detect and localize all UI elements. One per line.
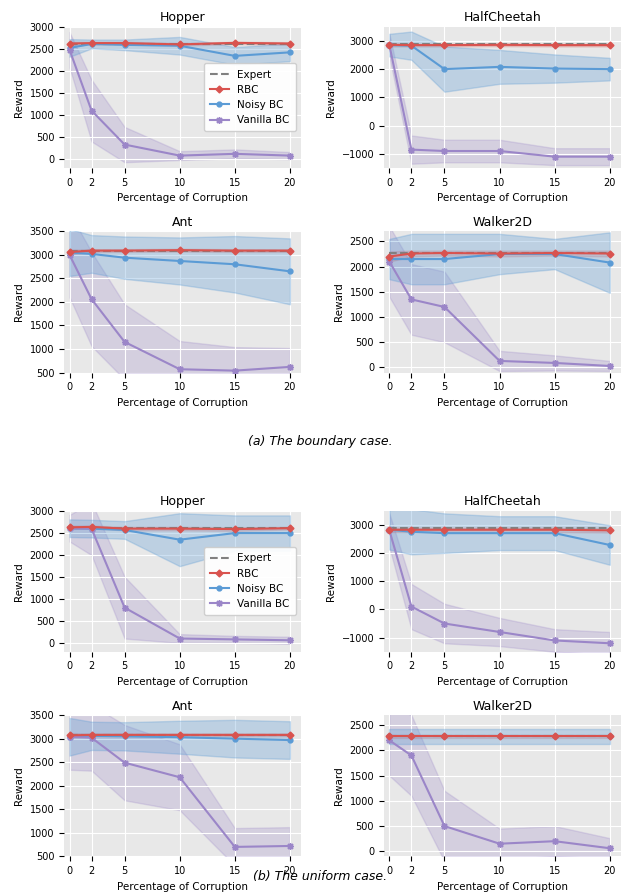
Legend: Expert, RBC, Noisy BC, Vanilla BC: Expert, RBC, Noisy BC, Vanilla BC <box>204 547 296 615</box>
X-axis label: Percentage of Corruption: Percentage of Corruption <box>117 194 248 203</box>
Text: (b) The uniform case.: (b) The uniform case. <box>253 870 387 883</box>
Title: Hopper: Hopper <box>159 12 205 24</box>
Y-axis label: Reward: Reward <box>14 766 24 805</box>
X-axis label: Percentage of Corruption: Percentage of Corruption <box>437 398 568 408</box>
Y-axis label: Reward: Reward <box>326 78 336 117</box>
Legend: Expert, RBC, Noisy BC, Vanilla BC: Expert, RBC, Noisy BC, Vanilla BC <box>204 63 296 131</box>
X-axis label: Percentage of Corruption: Percentage of Corruption <box>437 677 568 687</box>
Title: Walker2D: Walker2D <box>472 699 532 713</box>
X-axis label: Percentage of Corruption: Percentage of Corruption <box>117 398 248 408</box>
Y-axis label: Reward: Reward <box>334 766 344 805</box>
Title: HalfCheetah: HalfCheetah <box>463 12 541 24</box>
Title: HalfCheetah: HalfCheetah <box>463 495 541 508</box>
X-axis label: Percentage of Corruption: Percentage of Corruption <box>117 881 248 892</box>
Y-axis label: Reward: Reward <box>14 562 24 600</box>
Y-axis label: Reward: Reward <box>334 283 344 321</box>
Text: (a) The boundary case.: (a) The boundary case. <box>248 435 392 448</box>
Title: Walker2D: Walker2D <box>472 216 532 228</box>
Y-axis label: Reward: Reward <box>14 283 24 321</box>
Y-axis label: Reward: Reward <box>14 78 24 117</box>
Title: Ant: Ant <box>172 216 193 228</box>
X-axis label: Percentage of Corruption: Percentage of Corruption <box>117 677 248 687</box>
X-axis label: Percentage of Corruption: Percentage of Corruption <box>437 881 568 892</box>
Y-axis label: Reward: Reward <box>326 562 336 600</box>
X-axis label: Percentage of Corruption: Percentage of Corruption <box>437 194 568 203</box>
Title: Hopper: Hopper <box>159 495 205 508</box>
Title: Ant: Ant <box>172 699 193 713</box>
